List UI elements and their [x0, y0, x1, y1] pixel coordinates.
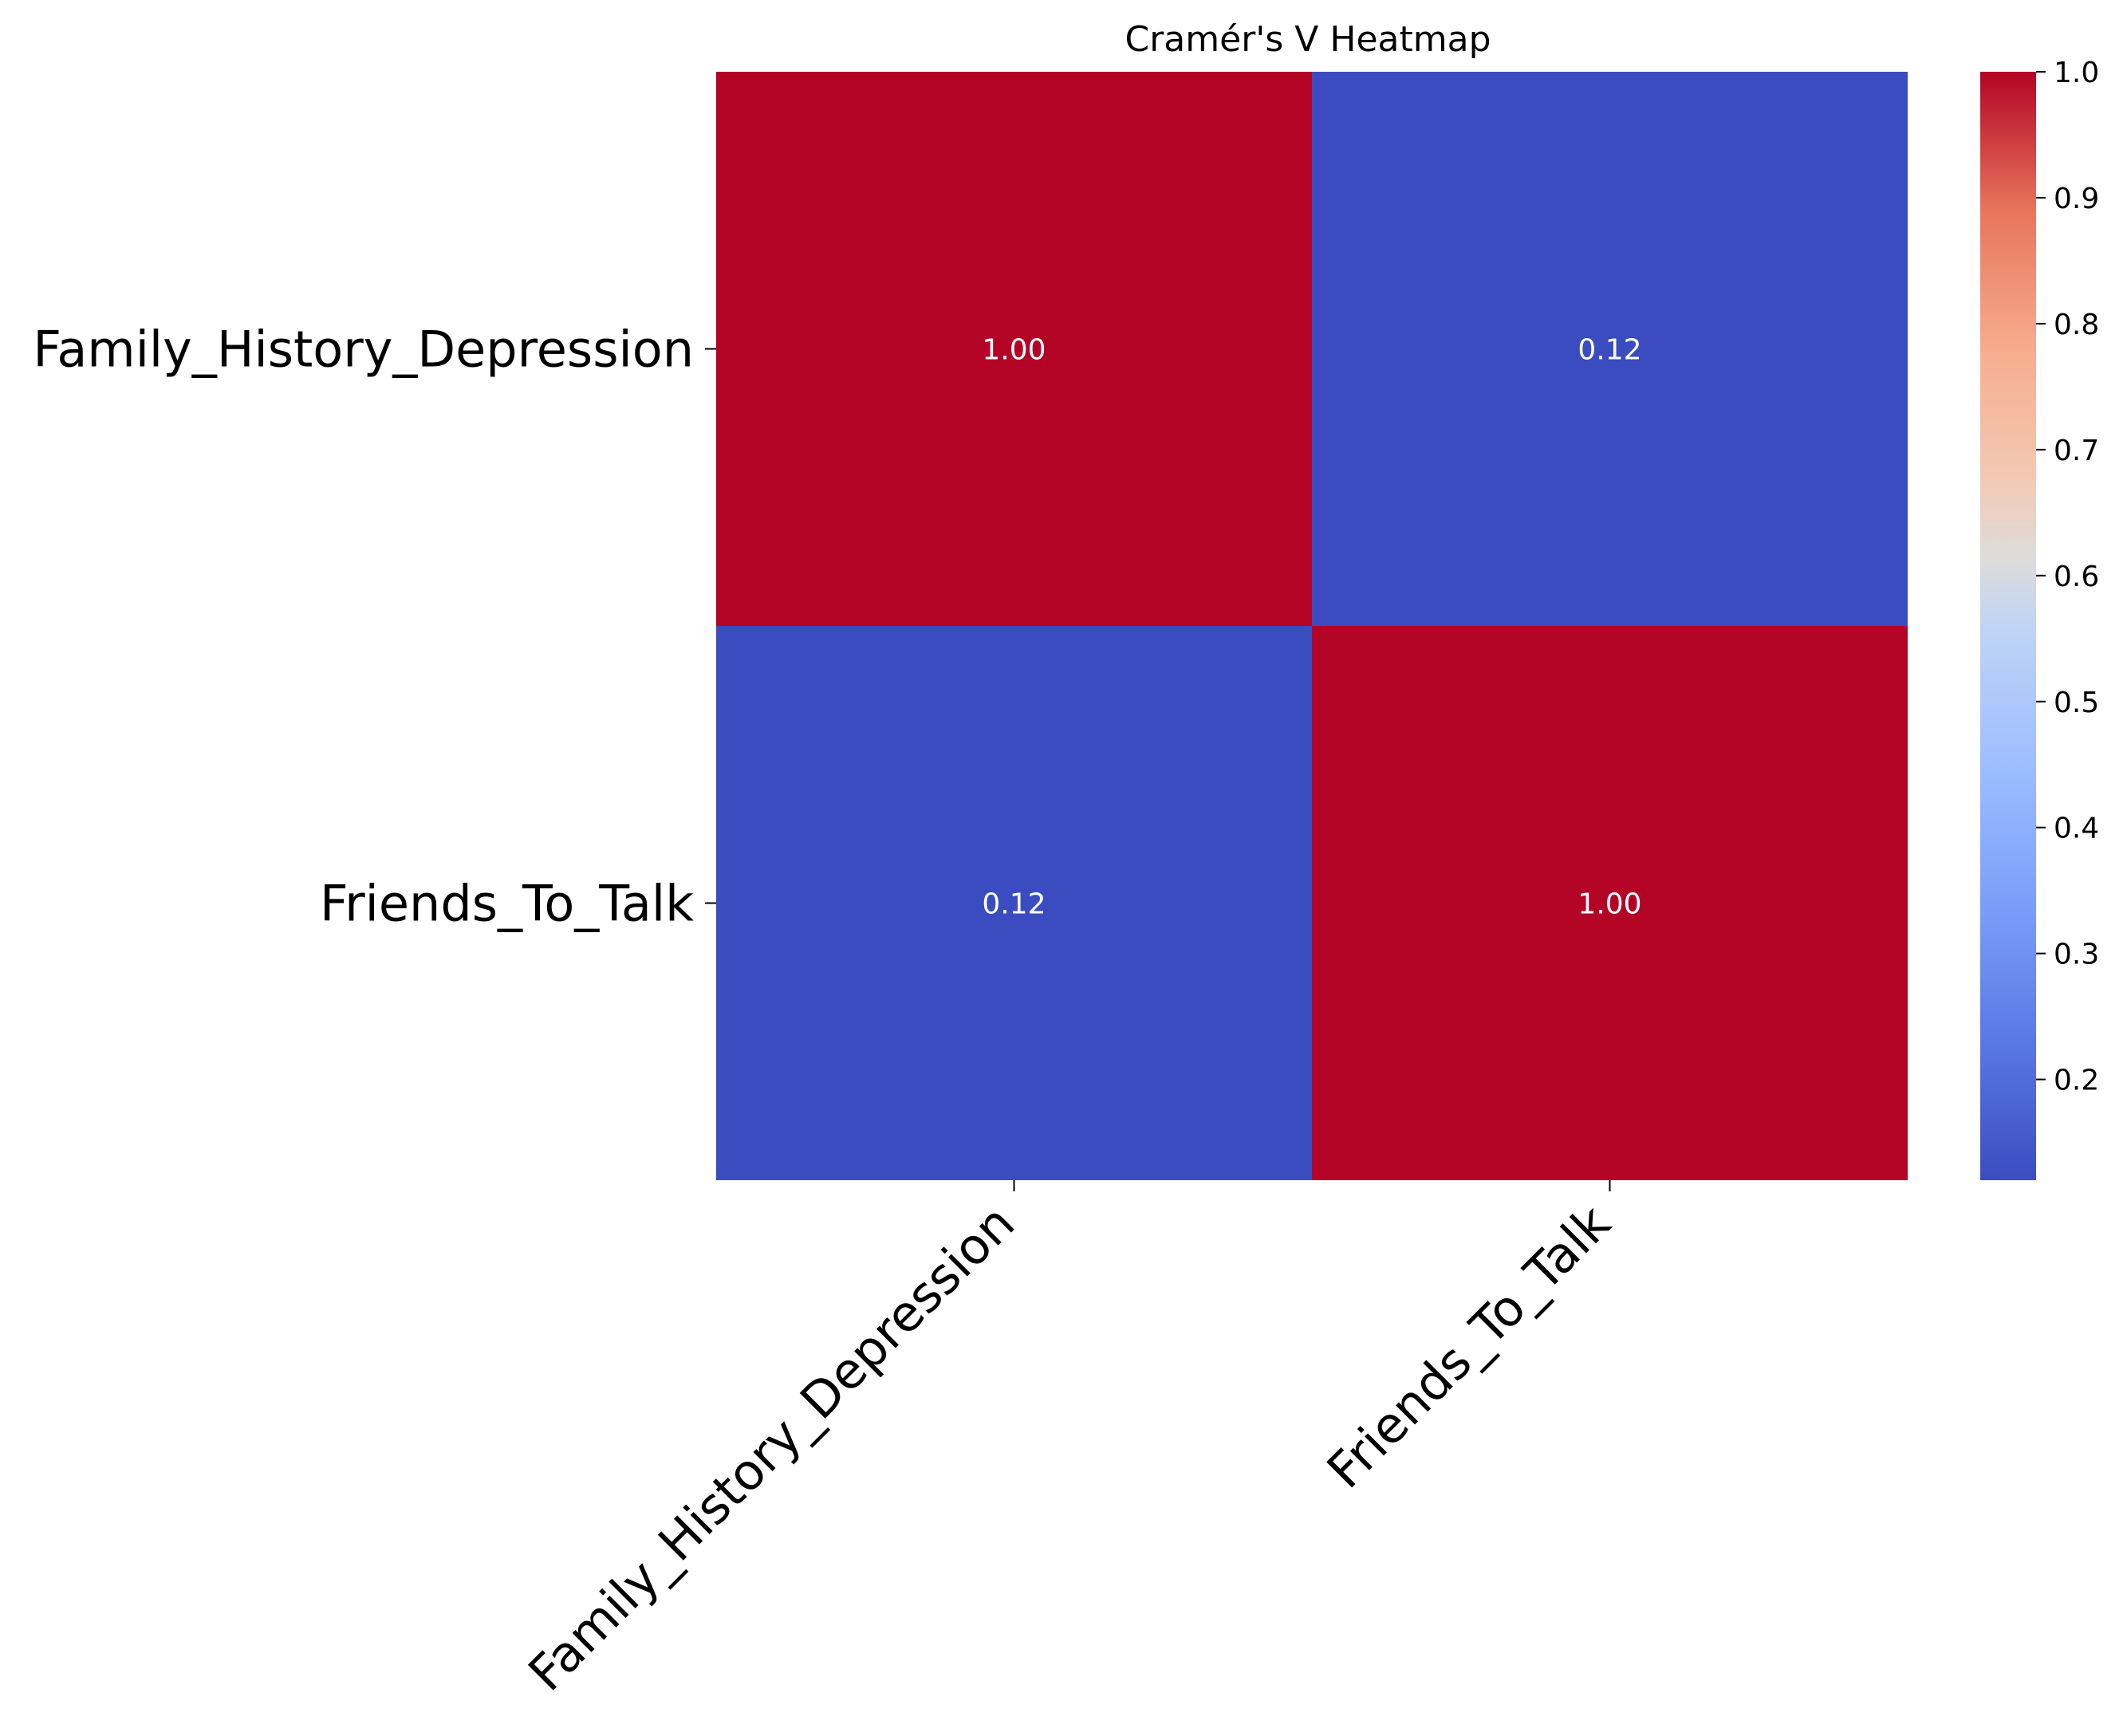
chart-title: Cramér's V Heatmap: [1125, 19, 1491, 60]
y-axis: Family_History_Depression Friends_To_Talk: [33, 321, 716, 933]
heatmap-cell: [716, 72, 1312, 626]
x-tick-label: Friends_To_Talk: [1316, 1194, 1621, 1499]
x-axis: Family_History_Depression Friends_To_Talk: [518, 1180, 1621, 1703]
cell-annotation: 1.00: [1577, 888, 1641, 921]
colorbar-tick-label: 0.2: [2054, 1065, 2099, 1097]
heatmap-cell: [1312, 626, 1908, 1180]
colorbar-tick-label: 0.8: [2054, 309, 2099, 341]
cell-annotation: 0.12: [1577, 334, 1641, 367]
x-tick-label: Family_History_Depression: [518, 1194, 1026, 1703]
colorbar-tick-label: 0.3: [2054, 939, 2099, 971]
heatmap-cells: [716, 72, 1908, 1180]
y-tick-label: Friends_To_Talk: [320, 875, 694, 933]
cell-annotation: 0.12: [982, 888, 1046, 921]
colorbar-tick-label: 0.5: [2054, 687, 2099, 719]
cell-annotation: 1.00: [982, 334, 1046, 367]
colorbar-ticks: 0.2 0.3 0.4 0.5 0.6 0.7 0.8 0.9 1.0: [2036, 57, 2099, 1097]
heatmap-annotations: 1.00 0.12 0.12 1.00: [982, 334, 1641, 921]
colorbar-gradient: [1980, 72, 2036, 1180]
colorbar-tick-label: 0.6: [2054, 561, 2099, 593]
y-tick-label: Family_History_Depression: [33, 321, 694, 379]
colorbar-tick-label: 0.9: [2054, 183, 2099, 215]
colorbar-tick-label: 1.0: [2054, 57, 2099, 89]
heatmap-cell: [716, 626, 1312, 1180]
colorbar: 0.2 0.3 0.4 0.5 0.6 0.7 0.8 0.9 1.0: [1980, 57, 2099, 1180]
colorbar-tick-label: 0.7: [2054, 435, 2099, 467]
colorbar-tick-label: 0.4: [2054, 813, 2099, 845]
heatmap-cell: [1312, 72, 1908, 626]
